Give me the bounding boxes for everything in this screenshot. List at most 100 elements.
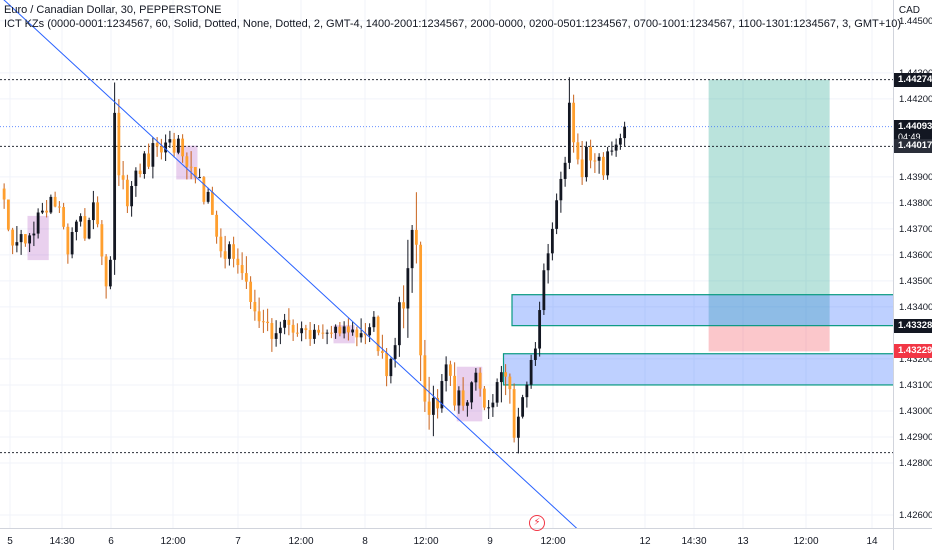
candle-body [317,329,321,333]
candle-body [499,372,503,383]
candle-body [559,178,563,201]
candle-body [278,327,282,334]
trendline [3,0,578,528]
candle-body [108,259,112,287]
price-tick-label: 1.43200 [899,354,932,365]
time-axis[interactable]: 5 14:30 6 12:00 7 12:00 8 12:00 9 12:00 12 14:30 13 1… [7,536,878,547]
candle-body [79,216,83,222]
candle-body [576,142,580,160]
candle-body [593,160,597,162]
candle-body [474,372,478,383]
candle-body [572,102,576,143]
candle-body [436,397,440,409]
candle-body [40,210,44,213]
candle-body [287,319,291,325]
candle-body [206,191,210,202]
candle-body [508,376,512,390]
candle-body [346,326,350,333]
candle-body [312,329,316,339]
candle-body [521,397,525,417]
price-tick-label: 1.44200 [899,94,932,105]
price-tick-label: 1.43400 [899,302,932,313]
time-tick-label: 12 [639,536,651,547]
time-tick-label: 14:30 [681,536,706,547]
candle-body [266,321,270,324]
candle-body [304,328,308,331]
candle-body [87,220,91,239]
candle-body [389,358,393,377]
candle-body [249,281,253,302]
candle-body [53,196,57,207]
candle-body [274,333,278,339]
candle-body [159,146,163,153]
candle-body [181,138,185,157]
candle-body [125,179,129,207]
candle-body [368,327,372,336]
candle-body [363,333,367,336]
candle-body [440,381,444,409]
candle-body [2,188,6,200]
candle-body [49,196,53,213]
price-tick-label: 1.44500 [899,16,932,27]
candle-body [478,372,482,389]
price-tick-label: 1.43000 [899,406,932,417]
candle-body [74,221,78,233]
currency-label[interactable]: CAD [898,5,920,16]
position-profit-zone [708,79,830,326]
time-tick-label: 12:00 [160,536,185,547]
candle-body [215,214,219,237]
candle-body [11,229,15,246]
price-tick-label: 1.43600 [899,250,932,261]
price-tick-label: 1.43900 [899,172,932,183]
time-tick-label: 12:00 [413,536,438,547]
candle-body [444,364,448,382]
candle-body [283,319,287,328]
candle-body [563,162,567,179]
candle-body [402,302,406,309]
candle-body [431,397,435,415]
indicator-legend[interactable]: ICT KZs (0000-0001:1234567, 60, Solid, D… [4,18,902,30]
candle-body [414,229,418,245]
candle-body [601,156,605,176]
price-tick-label: 1.43500 [899,276,932,287]
candle-body [147,153,151,167]
candle-body [359,333,363,338]
candle-body [202,177,206,202]
candle-body [376,316,380,352]
candle-body [227,244,231,259]
bar-countdown: 04:49 [898,131,921,142]
candle-body [308,330,312,339]
candle-body [406,268,410,309]
candle-body [100,224,104,257]
lightning-icon[interactable]: ⚡ [529,515,545,531]
time-tick-label: 13 [737,536,749,547]
candles [2,77,627,454]
price-tick-label: 1.43700 [899,224,932,235]
candle-body [487,407,491,409]
candle-body [57,206,61,208]
candle-body [104,256,108,287]
candle-body [138,170,142,175]
candle-body [351,329,355,333]
candle-body [529,359,533,385]
candle-body [504,372,508,377]
candle-body [62,207,66,227]
candle-body [172,139,176,153]
candle-body [584,146,588,178]
candle-body [393,345,397,359]
price-tick-label: 1.42900 [899,432,932,443]
price-badge-stop: 1.43229 [894,344,932,359]
time-tick-label: 14 [866,536,878,547]
position-stop-zone [708,325,830,352]
candle-body [300,328,304,334]
price-tick-label: 1.42800 [899,458,932,469]
candle-body [419,244,423,356]
candle-body [385,352,389,377]
candle-body [580,159,584,178]
candle-body [470,382,474,403]
time-tick-label: 8 [362,536,368,547]
candle-body [19,234,23,243]
